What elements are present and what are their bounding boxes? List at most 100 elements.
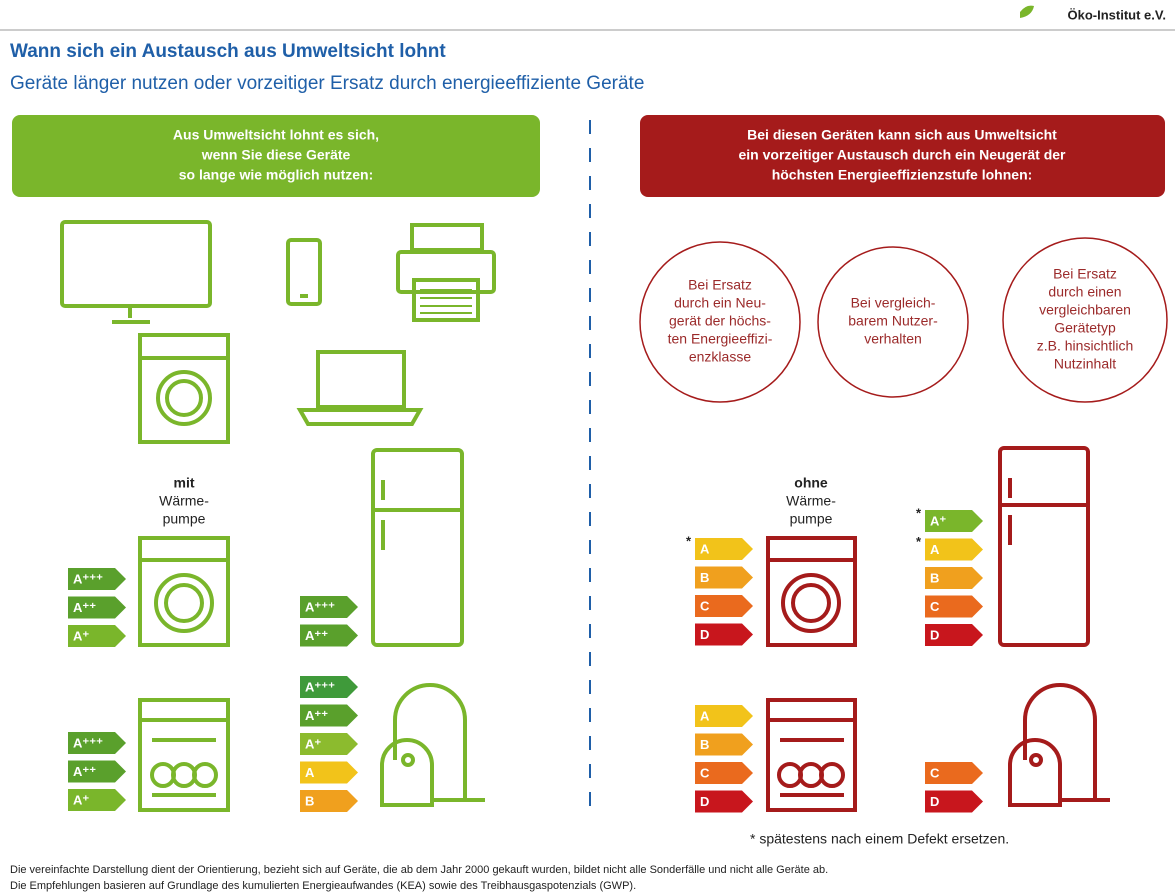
caption: ohne [794, 475, 828, 491]
circle-text: gerät der höchs- [669, 313, 771, 329]
energy-label [68, 789, 126, 811]
banner-text: Aus Umweltsicht lohnt es sich, [173, 127, 379, 143]
energy-label [300, 790, 358, 812]
energy-label-text: A⁺⁺ [73, 600, 96, 615]
circle-text: Nutzinhalt [1054, 356, 1116, 372]
energy-label-text: A [930, 542, 940, 557]
energy-label [695, 538, 753, 560]
energy-label-text: A⁺⁺⁺ [305, 679, 335, 694]
energy-label [68, 568, 126, 590]
energy-label-text: A⁺⁺⁺ [305, 599, 335, 614]
circle-text: durch einen [1048, 284, 1121, 300]
energy-label [695, 790, 753, 813]
energy-label [695, 566, 753, 589]
caption: Wärme- [786, 493, 836, 509]
energy-label [925, 510, 983, 532]
circle [817, 246, 969, 398]
subtitle: Geräte länger nutzen oder vorzeitiger Er… [10, 73, 644, 94]
energy-label [695, 705, 753, 727]
energy-label-text: C [930, 765, 940, 780]
energy-label-text: A [700, 708, 710, 723]
circle-text: barem Nutzer- [848, 313, 938, 329]
energy-label-text: C [930, 599, 940, 614]
energy-label [68, 732, 126, 754]
energy-label [695, 733, 753, 756]
energy-label [300, 624, 358, 647]
circle [1002, 237, 1168, 403]
banner-text: wenn Sie diese Geräte [201, 147, 351, 163]
logo-leaf [1020, 5, 1034, 18]
energy-label [925, 567, 983, 589]
energy-label [925, 538, 983, 561]
circle-text: z.B. hinsichtlich [1037, 338, 1133, 354]
circle-text: enzklasse [689, 349, 751, 365]
energy-label [695, 623, 753, 646]
icons-left [60, 220, 496, 812]
energy-label-text: A⁺⁺ [305, 708, 328, 723]
energy-label-text: A⁺⁺⁺ [73, 735, 103, 750]
energy-label-text: B [930, 570, 939, 585]
energy-label-text: A⁺⁺ [305, 628, 328, 643]
circle-text: ten Energieeffizi- [668, 331, 773, 347]
disclaimer: Die Empfehlungen basieren auf Grundlage … [10, 880, 636, 892]
circle-text: Bei vergleich- [851, 295, 936, 311]
energy-label [68, 760, 126, 783]
energy-label-text: A⁺⁺⁺ [73, 571, 103, 586]
energy-label [300, 733, 358, 755]
energy-label [300, 761, 358, 784]
energy-label-text: D [930, 794, 939, 809]
asterisk: * [686, 533, 692, 548]
energy-label-text: A⁺ [73, 792, 89, 807]
energy-label [695, 595, 753, 617]
left-banner [12, 115, 540, 197]
caption: pumpe [163, 511, 206, 527]
energy-label [925, 595, 983, 618]
energy-label-text: A⁺⁺ [73, 764, 96, 779]
caption: Wärme- [159, 493, 209, 509]
energy-label [925, 762, 983, 784]
energy-label-text: B [305, 793, 314, 808]
caption: mit [174, 475, 195, 491]
energy-label-text: A [305, 765, 315, 780]
circle-text: verhalten [864, 331, 922, 347]
circle-text: durch ein Neu- [674, 295, 766, 311]
energy-label [300, 596, 358, 618]
energy-label-text: A⁺ [930, 513, 946, 528]
right-banner [640, 115, 1165, 197]
energy-label [300, 676, 358, 698]
disclaimer: Die vereinfachte Darstellung dient der O… [10, 864, 828, 876]
energy-label [925, 790, 983, 813]
circle-text: vergleichbaren [1039, 302, 1131, 318]
energy-label [695, 762, 753, 784]
circle-text: Gerätetyp [1054, 320, 1116, 336]
energy-label-text: D [700, 627, 709, 642]
energy-label-text: C [700, 598, 710, 613]
energy-label [300, 704, 358, 727]
energy-label-text: B [700, 570, 709, 585]
icons-right [766, 446, 1110, 812]
banner-text: höchsten Energieeffizienzstufe lohnen: [772, 167, 1033, 183]
banner-text: Bei diesen Geräten kann sich aus Umwelts… [747, 127, 1057, 143]
energy-label-text: A⁺ [73, 628, 89, 643]
energy-label-text: A [700, 541, 710, 556]
circle [639, 241, 801, 403]
energy-label-text: A⁺ [305, 736, 321, 751]
circle-text: Bei Ersatz [1053, 266, 1117, 282]
asterisk: * [916, 505, 922, 520]
title: Wann sich ein Austausch aus Umweltsicht … [10, 41, 446, 62]
caption: pumpe [790, 511, 833, 527]
energy-label [68, 596, 126, 619]
banner-text: so lange wie möglich nutzen: [179, 167, 373, 183]
asterisk: * [916, 534, 922, 549]
energy-label [68, 625, 126, 647]
circle-text: Bei Ersatz [688, 277, 752, 293]
energy-label-text: B [700, 737, 709, 752]
banner-text: ein vorzeitiger Austausch durch ein Neug… [738, 147, 1066, 163]
energy-label-text: C [700, 765, 710, 780]
logo: Öko-Institut e.V. [1068, 7, 1166, 22]
energy-label-text: D [930, 627, 939, 642]
footnote: * spätestens nach einem Defekt ersetzen. [750, 831, 1009, 847]
energy-label [925, 624, 983, 646]
